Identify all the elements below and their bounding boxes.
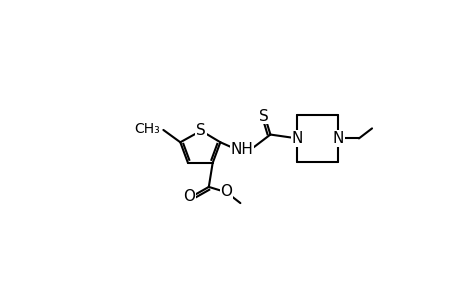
Text: O: O	[182, 189, 194, 204]
Text: S: S	[258, 109, 268, 124]
Text: O: O	[220, 184, 232, 199]
Text: CH₃: CH₃	[134, 122, 160, 136]
Text: NH: NH	[230, 142, 253, 158]
Text: N: N	[291, 131, 302, 146]
Text: N: N	[332, 131, 343, 146]
Text: S: S	[196, 123, 206, 138]
